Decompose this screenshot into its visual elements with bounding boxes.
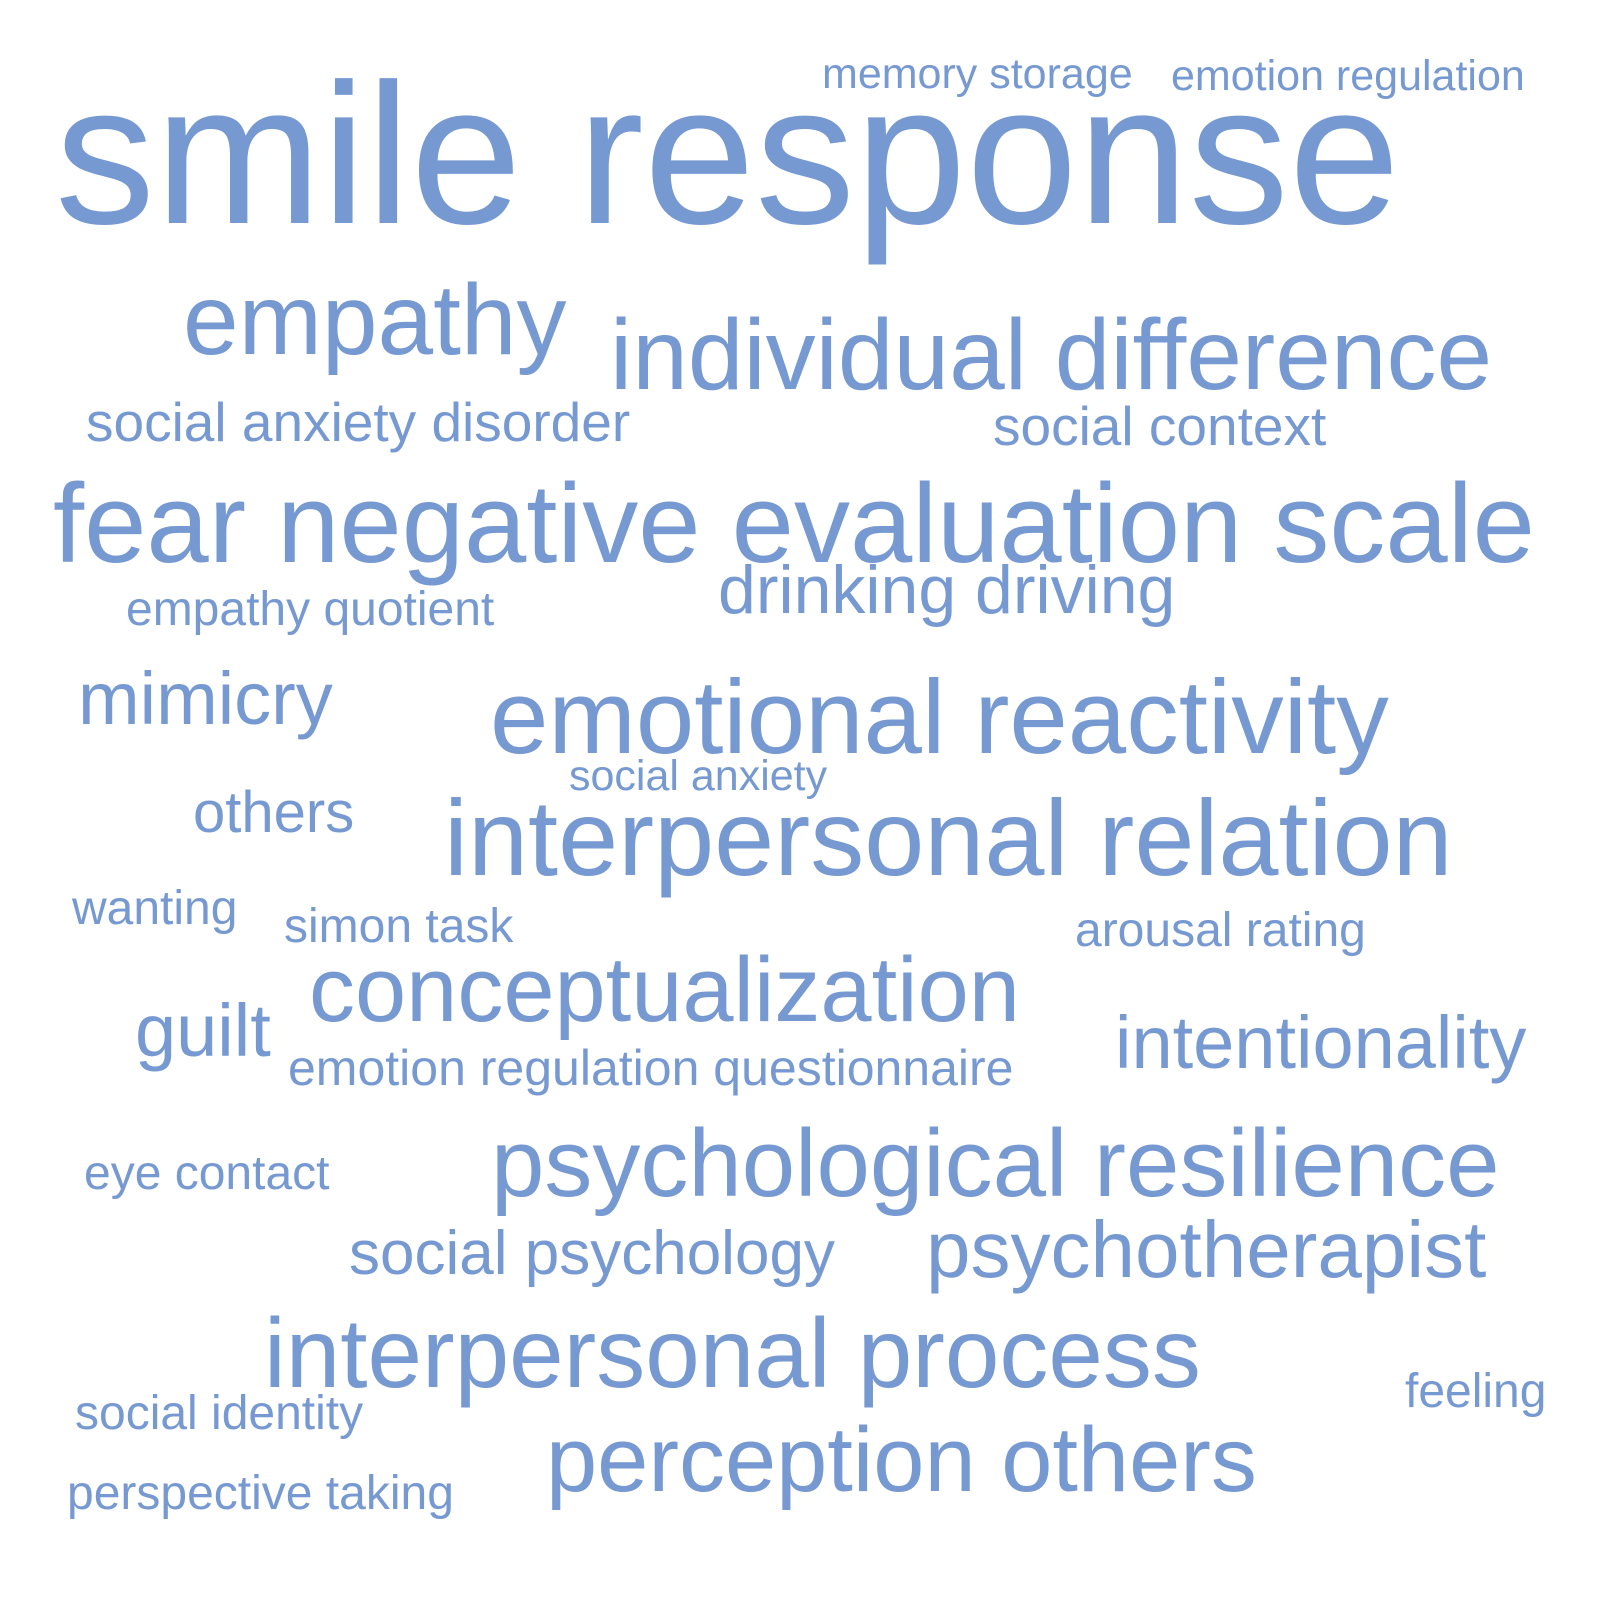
word-simon-task: simon task [284, 900, 514, 953]
word-conceptualization: conceptualization [309, 939, 1020, 1041]
word-arousal-rating: arousal rating [1075, 904, 1366, 957]
word-intentionality: intentionality [1115, 1001, 1527, 1084]
word-perspective-taking: perspective taking [67, 1467, 454, 1520]
word-social-anxiety-disorder: social anxiety disorder [86, 391, 631, 453]
word-others: others [193, 780, 355, 845]
word-interpersonal-process: interpersonal process [264, 1298, 1201, 1408]
word-psychotherapist: psychotherapist [926, 1205, 1487, 1294]
word-perception-others: perception others [546, 1409, 1257, 1511]
word-feeling: feeling [1405, 1365, 1547, 1418]
word-empathy-quotient: empathy quotient [126, 583, 495, 636]
word-emotion-regulation: emotion regulation [1171, 52, 1525, 100]
word-individual-difference: individual difference [610, 299, 1493, 411]
word-mimicry: mimicry [78, 657, 333, 740]
word-social-context: social context [993, 395, 1327, 457]
word-social-identity: social identity [75, 1387, 364, 1440]
word-smile-response: smile response [55, 43, 1401, 266]
word-psychological-resilience: psychological resilience [491, 1110, 1500, 1217]
word-drinking-driving: drinking driving [718, 552, 1176, 628]
word-fear-negative-evaluation-scale: fear negative evaluation scale [53, 461, 1535, 586]
word-social-psychology: social psychology [349, 1219, 835, 1288]
word-empathy: empathy [183, 264, 567, 376]
word-wanting: wanting [72, 882, 238, 935]
word-guilt: guilt [135, 989, 271, 1072]
word-emotional-reactivity: emotional reactivity [490, 659, 1389, 776]
word-social-anxiety: social anxiety [569, 752, 828, 800]
word-memory-storage: memory storage [822, 50, 1133, 98]
word-emotion-regulation-questionnaire: emotion regulation questionnaire [288, 1040, 1014, 1096]
word-interpersonal-relation: interpersonal relation [444, 777, 1453, 898]
word-eye-contact: eye contact [84, 1147, 330, 1200]
